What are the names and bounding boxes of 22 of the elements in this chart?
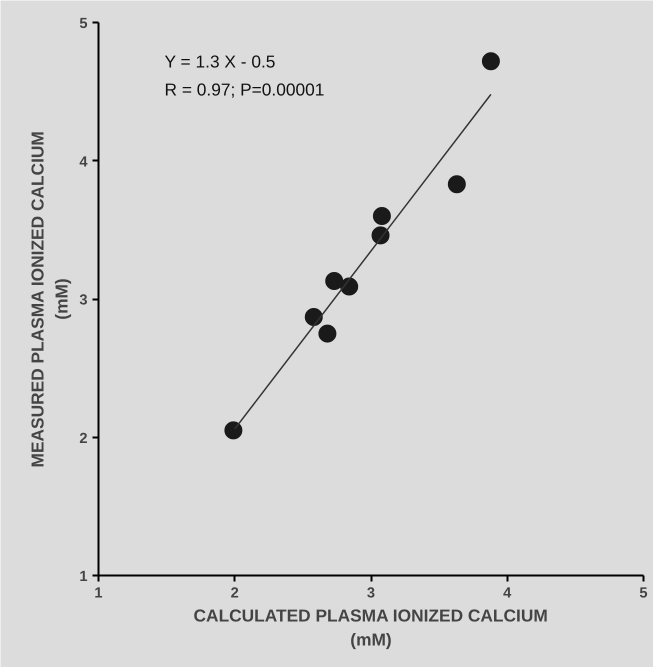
point [372,207,391,226]
point [304,308,323,326]
x-tick-label: 1 [94,586,103,602]
point [318,324,336,343]
point [224,421,242,440]
x-tick-label: 5 [639,586,648,602]
y-tick-label: 3 [79,292,88,308]
annotation: R = 0.97; P=0.00001 [164,80,324,100]
point [340,278,358,296]
x-tick-label: 3 [366,586,376,602]
y-tick-label: 5 [79,16,88,32]
y-tick-label: 4 [79,154,88,170]
x-axis-title: CALCULATED PLASMA IONIZED CALCIUM (mM) [194,606,548,650]
annotation: Y = 1.3 X - 0.5 [164,52,276,72]
x-tick-label: 4 [503,586,512,602]
y-tick-label: 1 [79,569,88,585]
point [482,52,500,70]
point [448,175,466,194]
y-axis-title: MEASURED PLASMA IONIZED CALCIUM (mM) [27,131,72,468]
x-tick-label: 2 [230,586,239,602]
y-tick-label: 2 [79,430,88,447]
point [325,272,344,290]
